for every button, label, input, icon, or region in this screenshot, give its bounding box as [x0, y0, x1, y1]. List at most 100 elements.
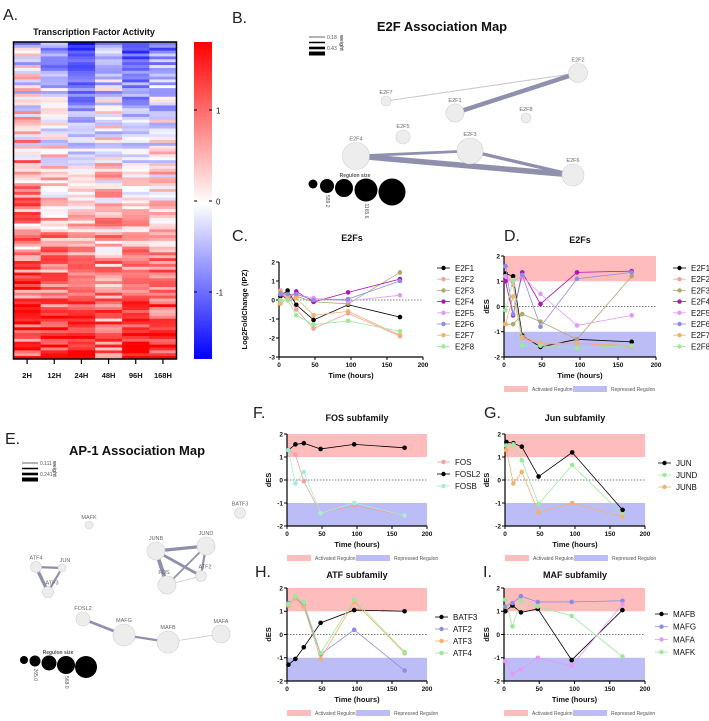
- heatmap-cell: [13, 44, 41, 49]
- data-point: [293, 442, 298, 447]
- data-point: [536, 509, 541, 515]
- y-tick-label: 1: [279, 609, 283, 616]
- node-circle: [42, 586, 54, 598]
- heatmap-cell: [95, 114, 123, 118]
- heatmap-cell: [149, 65, 177, 69]
- regulon-size-circle: [57, 656, 75, 674]
- plot-title: Jun subfamily: [545, 413, 606, 423]
- heatmap-cell: [122, 278, 150, 282]
- heatmap-cell: [95, 229, 123, 233]
- node-circle: [84, 520, 94, 530]
- heatmap-cell: [13, 356, 41, 360]
- heatmap-cell: [95, 82, 123, 86]
- data-point: [519, 444, 525, 449]
- heatmap-cell: [40, 261, 69, 265]
- heatmap-cell: [95, 44, 123, 49]
- heatmap-cell: [149, 214, 177, 219]
- data-point: [318, 620, 323, 626]
- heatmap-cell: [122, 114, 150, 118]
- data-point: [402, 608, 407, 614]
- heatmap-cell: [40, 347, 69, 351]
- heatmap-cell: [40, 263, 69, 268]
- heatmap-cell: [67, 272, 96, 276]
- heatmap-cell: [13, 206, 41, 210]
- heatmap-cell: [67, 278, 96, 282]
- x-tick-label: 150: [605, 531, 616, 538]
- heatmap-cell: [13, 275, 41, 279]
- heatmap-cell: [149, 105, 177, 109]
- plot-title: MAF subfamily: [543, 570, 607, 580]
- heatmap-cell: [95, 312, 123, 317]
- heatmap-cell: [13, 194, 41, 198]
- data-point: [510, 294, 516, 299]
- x-tick-label: 50: [536, 686, 544, 693]
- heatmap-cell: [95, 298, 123, 302]
- data-point: [278, 297, 283, 303]
- ap1-map-title: AP-1 Association Map: [69, 443, 205, 458]
- heatmap-cell: [40, 76, 69, 80]
- y-tick-label: 2: [497, 431, 501, 438]
- heatmap-cell: [149, 116, 177, 121]
- heatmap-cell: [122, 258, 150, 262]
- heatmap-cell: [67, 197, 96, 201]
- heatmap-cell: [67, 194, 96, 198]
- heatmap-cell: [13, 269, 41, 273]
- heatmap-cell: [122, 47, 150, 51]
- heatmap-cell: [13, 59, 41, 63]
- activated-legend-label: Activated Regulon: [532, 711, 573, 716]
- heatmap-cell: [95, 307, 123, 311]
- heatmap-cell: [149, 353, 177, 357]
- data-point: [301, 644, 307, 650]
- weight-tick-label: 0.111: [40, 461, 52, 467]
- heatmap-cell: [13, 168, 41, 172]
- heatmap-cell: [67, 111, 96, 115]
- legend-marker: [441, 459, 446, 465]
- legend-label: BATF3: [453, 613, 478, 622]
- heatmap-cell: [149, 76, 177, 80]
- heatmap-cell: [67, 269, 96, 273]
- heatmap-cell: [40, 154, 69, 158]
- regulon-size-tick: 589.2: [324, 195, 330, 208]
- series-line: [505, 275, 632, 326]
- heatmap-cell: [67, 65, 96, 69]
- legend-marker: [439, 638, 444, 644]
- heatmap-cell: [13, 200, 41, 204]
- heatmap-cell: [95, 191, 123, 196]
- data-point: [503, 658, 508, 664]
- heatmap-cell: [13, 137, 41, 141]
- regulon-size-legend: Regulon size 589.2 1165.6: [308, 173, 406, 219]
- heatmap-cell: [149, 128, 177, 132]
- heatmap-cell: [149, 237, 177, 242]
- heatmap-cell: [95, 76, 123, 80]
- heatmap-cell: [67, 142, 96, 147]
- heatmap-cell: [122, 50, 150, 54]
- heatmap-cell: [149, 73, 177, 77]
- heatmap-cell: [40, 200, 69, 204]
- data-point: [569, 663, 574, 669]
- heatmap-cell: [122, 73, 150, 77]
- x-tick-label: 150: [604, 686, 615, 693]
- heatmap-cell: [122, 137, 150, 141]
- heatmap-cell: [40, 93, 69, 98]
- x-tick-label: 200: [640, 531, 651, 538]
- data-point: [351, 597, 357, 602]
- heatmap-cell: [40, 65, 69, 69]
- heatmap-cell: [149, 50, 177, 54]
- heatmap-cell: [13, 312, 41, 317]
- heatmap-cell: [13, 330, 41, 334]
- y-tick-label: 0: [271, 297, 275, 304]
- heatmap-cell: [67, 350, 96, 354]
- series-mafa: MAFA: [503, 601, 695, 677]
- legend-label: E2F6: [455, 320, 475, 329]
- heatmap-cell: [67, 252, 96, 256]
- series-atf4: ATF4: [286, 593, 473, 658]
- heatmap-cell: [149, 44, 177, 49]
- heatmap-cell: [13, 220, 41, 224]
- data-point: [318, 656, 323, 662]
- heatmap-cell: [122, 252, 150, 256]
- heatmap-cell: [13, 114, 41, 118]
- x-tick-label: 50: [311, 362, 319, 369]
- y-tick-label: 2: [279, 431, 283, 438]
- heatmap-cell: [95, 116, 123, 121]
